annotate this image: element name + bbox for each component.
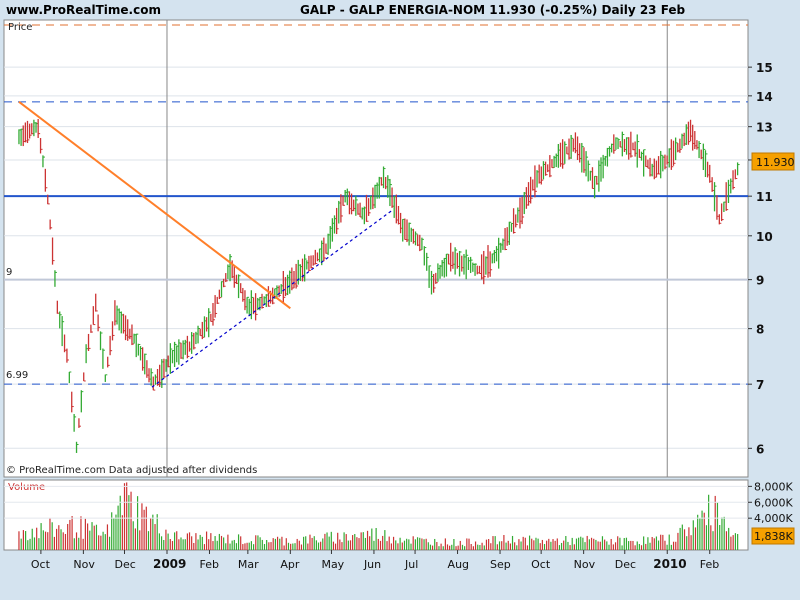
level-label-699: 6.99 (6, 370, 28, 381)
x-tick-label: Oct (31, 558, 51, 571)
x-tick-label: Jun (363, 558, 381, 571)
price-label: Price (8, 22, 32, 33)
x-tick-label: Dec (114, 558, 135, 571)
volume-y-axis: 4,000K 6,000K 8,000K (4, 480, 793, 525)
x-axis: Oct Nov Dec 2009 Feb Mar Apr May Jun Jul Aug Sep Oct… (31, 550, 719, 571)
x-tick-label: Mar (238, 558, 259, 571)
price-tick-label: 9 (756, 274, 764, 288)
price-tick-label: 15 (756, 61, 773, 75)
current-volume-value: 1,838K (754, 530, 793, 543)
x-tick-label: Nov (73, 558, 95, 571)
uptrend-line (151, 209, 394, 388)
x-tick-label: Nov (574, 558, 596, 571)
x-tick-label: Feb (199, 558, 218, 571)
trendlines (18, 101, 394, 388)
price-tick-label: 8 (756, 323, 764, 337)
x-tick-label: Dec (615, 558, 636, 571)
x-tick-label: 2009 (153, 557, 186, 571)
site-name: www.ProRealTime.com (6, 3, 161, 17)
price-tick-label: 7 (756, 378, 764, 392)
price-tick-label: 11 (756, 190, 773, 204)
x-tick-label: Jul (404, 558, 418, 571)
volume-bars (18, 482, 739, 550)
price-candles (18, 118, 740, 453)
price-panel[interactable] (3, 19, 749, 478)
price-y-axis: 6789101112131415 (748, 61, 773, 456)
x-tick-label: 2010 (653, 557, 686, 571)
current-price-value: 11.930 (756, 156, 795, 169)
x-tick-label: Oct (531, 558, 551, 571)
chart-title: GALP - GALP ENERGIA-NOM 11.930 (-0.25%) … (300, 3, 686, 17)
x-tick-label: Feb (700, 558, 719, 571)
level-label-9: 9 (6, 267, 12, 278)
volume-tick-label: 6,000K (754, 496, 793, 509)
current-price-badge (751, 152, 795, 171)
price-tick-label: 6 (756, 442, 764, 456)
volume-label: Volume (8, 482, 45, 493)
volume-tick-label: 8,000K (754, 480, 793, 493)
x-tick-label: Sep (490, 558, 511, 571)
x-tick-label: Aug (448, 558, 469, 571)
current-volume-badge (751, 527, 795, 545)
price-tick-label: 13 (756, 121, 773, 135)
data-credit: © ProRealTime.com Data adjusted after di… (6, 465, 257, 476)
volume-tick-label: 4,000K (754, 512, 793, 525)
price-tick-label: 10 (756, 230, 773, 244)
downtrend-line (18, 101, 291, 310)
x-tick-label: Apr (280, 558, 300, 571)
x-tick-label: May (321, 558, 344, 571)
price-tick-label: 14 (756, 90, 773, 104)
